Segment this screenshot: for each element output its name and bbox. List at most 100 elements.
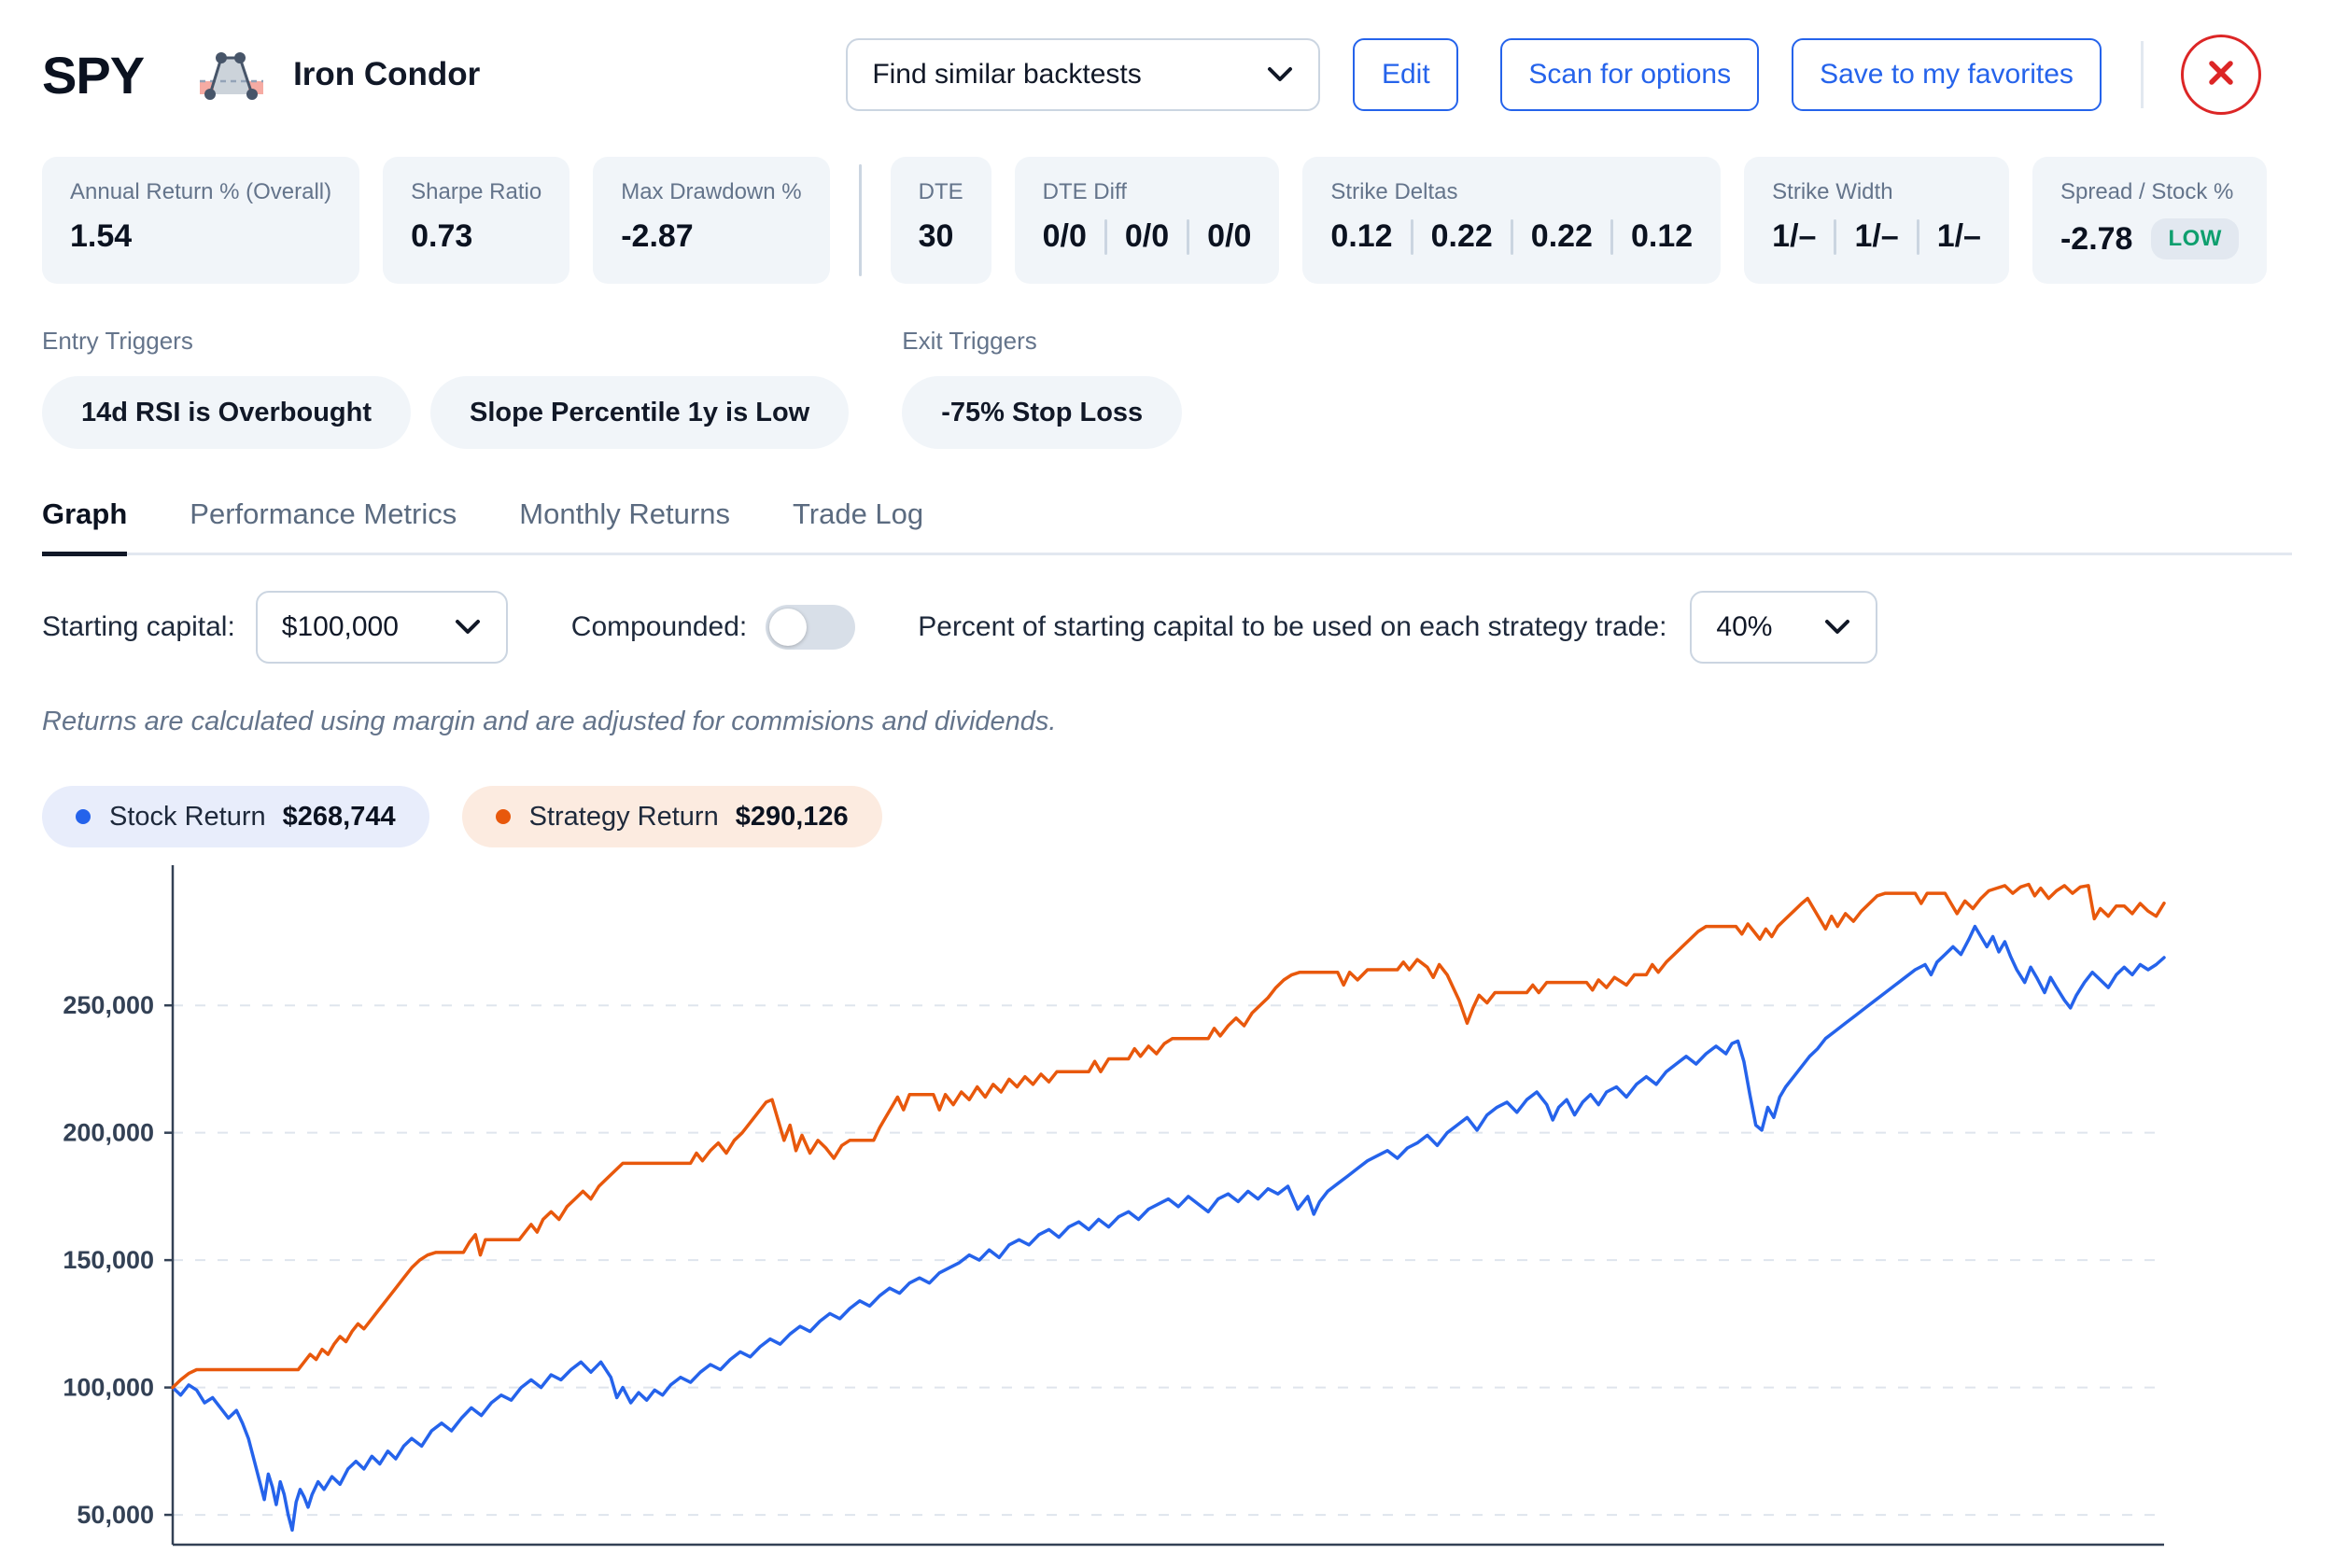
entry-trigger-pill: Slope Percentile 1y is Low [430, 376, 850, 449]
value-separator [1916, 218, 1919, 255]
value-separator [1834, 218, 1837, 255]
exit-trigger-pill: -75% Stop Loss [902, 376, 1183, 449]
y-axis-label: 150,000 [63, 1246, 154, 1274]
y-axis-label: 200,000 [63, 1119, 154, 1147]
tab-trade-log[interactable]: Trade Log [792, 497, 924, 530]
tab-monthly-returns[interactable]: Monthly Returns [519, 497, 730, 530]
legend-chip-strategy-return[interactable]: Strategy Return $290,126 [461, 786, 882, 847]
stat-value: 1.54 [70, 218, 133, 254]
stat-value-row: 0/0 0/0 0/0 [1042, 218, 1252, 255]
stat-value: 0.22 [1430, 218, 1493, 254]
stat-value-row: 0.73 [411, 218, 541, 255]
stat-label: Sharpe Ratio [411, 179, 542, 204]
compounded-label: Compounded: [570, 611, 748, 642]
stat-label: Max Drawdown % [621, 179, 802, 204]
chevron-down-icon [1266, 65, 1294, 84]
chevron-down-icon [1823, 618, 1851, 637]
stat-card-annual-return-overall-: Annual Return % (Overall) 1.54 [42, 157, 360, 284]
edit-button[interactable]: Edit [1353, 38, 1459, 111]
chevron-down-icon [454, 618, 482, 637]
stat-value-row: 30 [919, 218, 963, 255]
stat-label: Spread / Stock % [2060, 179, 2234, 204]
value-separator [1104, 218, 1107, 255]
entry-triggers-group: Entry Triggers 14d RSI is Overbought Slop… [42, 327, 850, 449]
chart-legend: Stock Return $268,744 Strategy Return $290,… [42, 786, 2292, 847]
value-separator [1610, 218, 1613, 255]
stat-label: DTE Diff [1042, 179, 1127, 204]
spread-low-badge: LOW [2151, 218, 2239, 259]
stat-card-strike-width: Strike Width 1/– 1/– 1/– [1744, 157, 2009, 284]
legend-label: Stock Return [109, 801, 266, 832]
y-axis-label: 50,000 [77, 1501, 154, 1529]
strategy-name: Iron Condor [293, 56, 481, 92]
starting-capital-value: $100,000 [281, 611, 399, 642]
starting-capital-label: Starting capital: [42, 611, 235, 642]
close-x-icon [2205, 57, 2237, 93]
stat-card-sharpe-ratio: Sharpe Ratio 0.73 [383, 157, 570, 284]
legend-dot-icon [76, 809, 91, 824]
stat-value-row: -2.78 LOW [2060, 218, 2239, 259]
tab-performance-metrics[interactable]: Performance Metrics [190, 497, 457, 530]
tabs: Graph Performance Metrics Monthly Returns T… [42, 497, 2292, 556]
stat-value-row: 1/– 1/– 1/– [1772, 218, 1981, 255]
value-separator [1187, 218, 1190, 255]
entry-triggers-label: Entry Triggers [42, 327, 193, 355]
stat-card-max-drawdown-: Max Drawdown % -2.87 [593, 157, 830, 284]
percent-per-trade-dropdown[interactable]: 40% [1690, 591, 1878, 664]
y-axis-label: 100,000 [63, 1374, 154, 1402]
stat-label: Strike Width [1772, 179, 1893, 204]
stat-card-spread-stock-: Spread / Stock % -2.78 LOW [2032, 157, 2267, 284]
stat-value: -2.78 [2060, 220, 2133, 257]
stat-value: 0.12 [1330, 218, 1393, 254]
iron-condor-payoff-icon [198, 48, 265, 102]
entry-trigger-pills: 14d RSI is Overbought Slope Percentile 1y… [42, 376, 850, 449]
stat-value: 1/– [1854, 218, 1899, 254]
percent-per-trade-label: Percent of starting capital to be used o… [918, 611, 1667, 642]
value-separator [1510, 218, 1513, 255]
stat-value: 0/0 [1207, 218, 1252, 254]
legend-value: $268,744 [282, 801, 396, 832]
series-line-stock-return [171, 924, 2166, 1533]
stats-group-divider [858, 164, 862, 276]
header: SPY Iron Condor Find similar backtests E… [0, 0, 2334, 123]
starting-capital-dropdown[interactable]: $100,000 [255, 591, 508, 664]
tab-graph[interactable]: Graph [42, 497, 128, 556]
triggers-section: Entry Triggers 14d RSI is Overbought Slop… [42, 327, 2292, 449]
legend-dot-icon [495, 809, 511, 824]
margin-disclaimer-note: Returns are calculated using margin and … [42, 707, 1057, 736]
stat-value-row: -2.87 [621, 218, 801, 255]
exit-triggers-label: Exit Triggers [902, 327, 1037, 355]
compounded-toggle[interactable] [766, 605, 856, 650]
stat-card-dte-diff: DTE Diff 0/0 0/0 0/0 [1014, 157, 1280, 284]
stat-value: 0.12 [1630, 218, 1694, 254]
value-separator [1410, 218, 1413, 255]
legend-label: Strategy Return [528, 801, 719, 832]
stat-value-row: 0.12 0.22 0.22 0.12 [1330, 218, 1693, 255]
ticker-symbol: SPY [42, 45, 145, 105]
stat-value: 1/– [1936, 218, 1981, 254]
entry-trigger-pill: 14d RSI is Overbought [42, 376, 411, 449]
stat-value: 0.22 [1530, 218, 1593, 254]
find-similar-label: Find similar backtests [872, 59, 1142, 90]
chart-controls: Starting capital: $100,000 Compounded: P… [42, 591, 2292, 664]
stat-card-strike-deltas: Strike Deltas 0.12 0.22 0.22 0.12 [1302, 157, 1722, 284]
exit-triggers-group: Exit Triggers -75% Stop Loss [902, 327, 1183, 449]
stat-value: 1/– [1772, 218, 1817, 254]
series-line-strategy-return [171, 882, 2166, 1390]
close-button[interactable] [2180, 35, 2261, 115]
stat-card-dte: DTE 30 [890, 157, 991, 284]
header-divider [2140, 41, 2144, 108]
exit-trigger-pills: -75% Stop Loss [902, 376, 1183, 449]
stat-label: Strike Deltas [1330, 179, 1458, 204]
stat-value: 0.73 [411, 218, 473, 254]
percent-per-trade-value: 40% [1716, 611, 1773, 642]
save-to-favorites-button[interactable]: Save to my favorites [1792, 38, 2102, 111]
stat-value: 0/0 [1124, 218, 1170, 254]
legend-chip-stock-return[interactable]: Stock Return $268,744 [42, 786, 429, 847]
stat-value: 0/0 [1042, 218, 1087, 254]
find-similar-backtests-dropdown[interactable]: Find similar backtests [846, 38, 1321, 111]
scan-for-options-button[interactable]: Scan for options [1500, 38, 1760, 111]
